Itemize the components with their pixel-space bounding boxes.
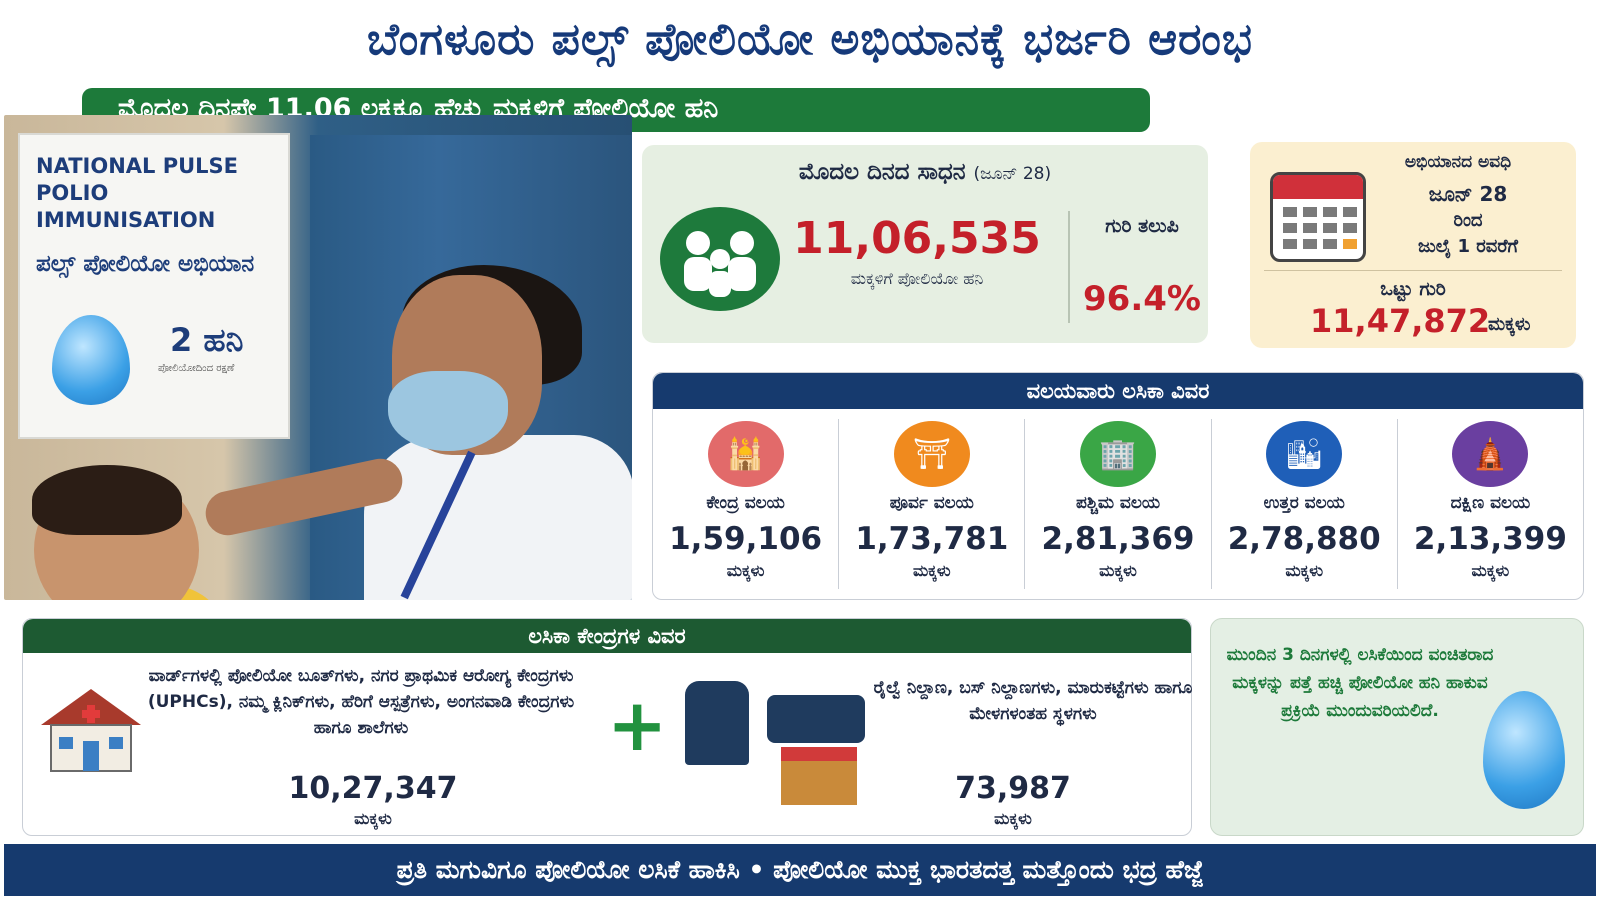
zone-name: ಪಶ್ಚಿಮ ವಲಯ [1075, 493, 1161, 513]
zone-name: ದಕ್ಷಿಣ ವಲಯ [1450, 493, 1531, 513]
polio-drop-mascot-icon [1483, 691, 1565, 809]
zone-wise-panel: ವಲಯವಾರು ಲಸಿಕಾ ವಿವರ 🕌 ಕೇಂದ್ರ ವಲಯ 1,59,106… [652, 372, 1584, 600]
zone-name: ಉತ್ತರ ವಲಯ [1263, 493, 1345, 513]
zone-unit: ಮಕ್ಕಳು [1285, 561, 1324, 580]
face-mask [388, 371, 508, 451]
centers-right-description: ರೈಲ್ವೆ ನಿಲ್ದಾಣ, ಬಸ್ ನಿಲ್ದಾಣಗಳು, ಮಾರುಕಟ್ಟ… [873, 678, 1193, 724]
total-target-unit: ಮಕ್ಕಳು [1488, 314, 1531, 335]
duration-from: ಜೂನ್ 28 [1428, 182, 1508, 206]
campaign-poster: NATIONAL PULSE POLIO IMMUNISATION ಪಲ್ಸ್ … [18, 133, 290, 439]
goal-percent: 96.4% [1083, 279, 1201, 319]
zone-name: ಪೂರ್ವ ವಲಯ [889, 493, 974, 513]
duration-to: ಜುಲೈ 1 ರವರೆಗೆ [1417, 236, 1519, 257]
zone-value: 2,13,399 [1413, 521, 1567, 557]
achievement-heading-text: ಮೊದಲ ದಿನದ ಸಾಧನ [798, 159, 966, 185]
zone-value: 2,78,880 [1227, 521, 1381, 557]
poster-english-line2: POLIO IMMUNISATION [36, 181, 216, 232]
bus-icon [767, 695, 865, 743]
centers-left-description: ವಾರ್ಡ್‌ಗಳಲ್ಲಿ ಪೋಲಿಯೋ ಬೂತ್‌ಗಳು, ನಗರ ಪ್ರಾಥ… [147, 666, 575, 738]
nurse-coat [364, 435, 632, 600]
centers-right-unit: ಮಕ್ಕಳು [994, 809, 1032, 828]
total-target-label: ಒಟ್ಟು ಗುರಿ [1380, 278, 1446, 300]
centers-heading: ಲಸಿಕಾ ಕೇಂದ್ರಗಳ ವಿವರ [23, 619, 1191, 653]
zones-heading: ವಲಯವಾರು ಲಸಿಕಾ ವಿವರ [653, 373, 1583, 409]
hospital-icon [37, 685, 145, 775]
vaccination-centers-panel: ಲಸಿಕಾ ಕೇಂದ್ರಗಳ ವಿವರ ವಾರ್ಡ್‌ಗಳಲ್ಲಿ ಪೋಲಿಯೋ… [22, 618, 1192, 836]
goal-reached-label: ಗುರಿ ತಲುಪಿ [1105, 215, 1179, 237]
first-day-count-label: ಮಕ್ಕಳಿಗೆ ಪೋಲಿಯೋ ಹನಿ [850, 269, 984, 288]
zone-south: 🛕 ದಕ್ಷಿಣ ವಲಯ 2,13,399 ಮಕ್ಕಳು [1398, 419, 1583, 589]
zone-central: 🕌 ಕೇಂದ್ರ ವಲಯ 1,59,106 ಮಕ್ಕಳು [653, 419, 840, 589]
gate-icon: ⛩ [893, 421, 970, 487]
followup-note-text: ಮುಂದಿನ 3 ದಿನಗಳಲ್ಲಿ ಲಸಿಕೆಯಿಂದ ವಂಚಿತರಾದ ಮಕ… [1226, 645, 1494, 721]
calendar-icon [1270, 172, 1366, 262]
duration-from-suffix: ರಿಂದ [1453, 210, 1483, 231]
polio-drop-mascot-icon [52, 315, 130, 405]
zone-unit: ಮಕ್ಕಳು [1471, 561, 1510, 580]
buildings-icon: 🏢 [1080, 421, 1156, 487]
family-icon [660, 207, 780, 311]
child-hair [32, 465, 182, 535]
temple-icon: 🛕 [1452, 421, 1529, 487]
zone-unit: ಮಕ್ಕಳು [726, 561, 765, 580]
zone-north: 🏙 ಉತ್ತರ ವಲಯ 2,78,880 ಮಕ್ಕಳು [1212, 419, 1398, 589]
total-target-value: 11,47,872 [1310, 302, 1491, 340]
poster-english-line1: NATIONAL PULSE [36, 154, 239, 178]
towers-icon: 🏙 [1266, 421, 1343, 487]
zone-unit: ಮಕ್ಕಳು [1099, 561, 1137, 580]
campaign-duration-panel: ಅಭಿಯಾನದ ಅವಧಿ ಜೂನ್ 28 ರಿಂದ ಜುಲೈ 1 ರವರೆಗೆ … [1250, 142, 1576, 348]
divider [1068, 211, 1070, 323]
zone-value: 1,73,781 [855, 521, 1009, 557]
centers-left-unit: ಮಕ್ಕಳು [354, 809, 392, 828]
zone-value: 1,59,106 [669, 521, 823, 557]
footer-banner: ಪ್ರತಿ ಮಗುವಿಗೂ ಪೋಲಿಯೋ ಲಸಿಕೆ ಹಾಕಿಸಿ • ಪೋಲಿ… [4, 844, 1596, 896]
poster-two-drops: 2 ಹನಿ [170, 321, 244, 359]
first-day-count: 11,06,535 [793, 213, 1041, 264]
market-stall-icon [781, 747, 857, 805]
zone-east: ⛩ ಪೂರ್ವ ವಲಯ 1,73,781 ಮಕ್ಕಳು [839, 419, 1026, 589]
achievement-heading-date: (ಜೂನ್ 28) [973, 164, 1052, 184]
dome-icon: 🕌 [707, 421, 784, 487]
poster-kannada-title: ಪಲ್ಸ್ ಪೋಲಿಯೋ ಅಭಿಯಾನ [36, 251, 255, 277]
plus-icon: + [607, 683, 668, 767]
followup-note-panel: ಮುಂದಿನ 3 ದಿನಗಳಲ್ಲಿ ಲಸಿಕೆಯಿಂದ ವಂಚಿತರಾದ ಮಕ… [1210, 618, 1584, 836]
centers-left-value: 10,27,347 [288, 771, 458, 806]
zone-west: 🏢 ಪಶ್ಚಿಮ ವಲಯ 2,81,369 ಮಕ್ಕಳು [1025, 419, 1212, 589]
train-icon [685, 681, 749, 765]
zone-unit: ಮಕ್ಕಳು [912, 561, 951, 580]
vaccination-photo: NATIONAL PULSE POLIO IMMUNISATION ಪಲ್ಸ್ … [4, 115, 632, 600]
poster-caption: ಪೋಲಿಯೋದಿಂದ ರಕ್ಷಣೆ [158, 363, 235, 374]
zone-value: 2,81,369 [1041, 521, 1195, 557]
zone-name: ಕೇಂದ್ರ ವಲಯ [706, 493, 785, 513]
achievement-heading: ಮೊದಲ ದಿನದ ಸಾಧನ (ಜೂನ್ 28) [642, 159, 1208, 185]
centers-right-value: 73,987 [955, 771, 1071, 806]
divider [1264, 270, 1562, 271]
duration-heading: ಅಭಿಯಾನದ ಅವಧಿ [1404, 152, 1512, 172]
zones-row: 🕌 ಕೇಂದ್ರ ವಲಯ 1,59,106 ಮಕ್ಕಳು ⛩ ಪೂರ್ವ ವಲಯ… [653, 409, 1583, 599]
page-title: ಬೆಂಗಳೂರು ಪಲ್ಸ್ ಪೋಲಿಯೋ ಅಭಿಯಾನಕ್ಕೆ ಭರ್ಜರಿ … [367, 14, 1253, 65]
first-day-achievement-panel: ಮೊದಲ ದಿನದ ಸಾಧನ (ಜೂನ್ 28) 11,06,535 ಮಕ್ಕಳ… [642, 145, 1208, 343]
